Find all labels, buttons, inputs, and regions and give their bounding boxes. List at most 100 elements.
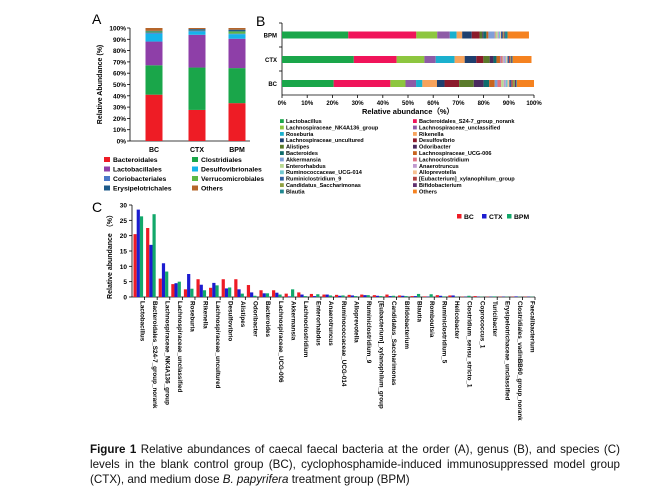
a-bar-segment: [145, 32, 163, 34]
b-legend-label: Lachnoclostridium: [419, 157, 469, 163]
b-legend-label: Blautia: [286, 189, 306, 195]
c-bar: [146, 228, 150, 297]
b-legend-swatch: [280, 189, 284, 194]
b-bar-segment: [494, 80, 498, 87]
a-bar-segment: [228, 28, 246, 30]
c-bar: [467, 295, 471, 297]
c-bar: [413, 296, 417, 297]
b-x-tick-label: 10%: [301, 101, 314, 107]
b-bar-segment: [456, 31, 463, 39]
c-bar: [385, 294, 389, 297]
c-bar: [152, 214, 156, 297]
a-legend-label: Lactobacillales: [113, 167, 162, 174]
b-bar-segment: [473, 80, 484, 87]
b-legend-label: Akkermansia: [286, 157, 322, 163]
c-bar: [416, 293, 421, 297]
c-bar: [375, 295, 380, 297]
b-legend-label: Lachnospiraceae_UCG-006: [419, 151, 491, 157]
c-x-tick-label: Faecalibacterium: [529, 301, 536, 353]
c-bar: [253, 295, 257, 297]
c-bar: [397, 295, 402, 297]
c-x-tick-label: Lachnoclostridium: [302, 301, 309, 358]
b-bar-segment: [459, 80, 474, 87]
b-bar-segment: [509, 80, 512, 87]
b-bar-segment: [493, 56, 497, 63]
b-bar-segment: [500, 56, 503, 63]
b-bar-segment: [333, 80, 391, 87]
c-bar: [221, 279, 225, 297]
c-bar: [309, 293, 314, 297]
b-bar-segment: [510, 56, 511, 63]
a-bar-segment: [145, 65, 163, 95]
b-legend-label: Bifidobacterium: [419, 183, 462, 189]
a-y-tick-label: 50%: [113, 82, 126, 89]
c-bar: [215, 285, 219, 297]
a-legend-swatch: [192, 185, 198, 191]
c-x-tick-label: Lachnospiraceae_UCG-006: [277, 301, 284, 383]
b-bar-segment: [464, 56, 477, 63]
c-x-tick-label: Ruminococcaceae_UCG-014: [340, 301, 347, 387]
b-legend-label: Candidatus_Saccharimonas: [286, 183, 361, 189]
c-legend-label: BC: [464, 214, 474, 221]
a-legend-label: Coriobacteriales: [113, 176, 166, 183]
b-legend-swatch: [413, 164, 417, 168]
panel-label-a: A: [92, 11, 102, 27]
b-bar-segment: [503, 80, 506, 87]
c-bar: [492, 296, 496, 297]
c-bar: [174, 283, 178, 297]
a-bar-segment: [145, 94, 163, 141]
c-bar: [297, 292, 301, 297]
b-x-tick-label: 30%: [352, 101, 365, 107]
b-legend-label: Others: [419, 189, 437, 195]
a-bar-segment: [145, 28, 163, 31]
b-legend-label: Ruminiclostridium_9: [286, 177, 341, 183]
b-bar-segment: [516, 80, 534, 87]
a-legend-label: Bacteroidales: [113, 157, 158, 164]
b-bar-segment: [444, 80, 460, 87]
c-bar: [265, 293, 270, 297]
a-bar-segment: [228, 68, 246, 104]
panel-label-b: B: [256, 13, 265, 29]
c-bar: [372, 295, 376, 297]
c-bar: [438, 295, 443, 297]
a-y-tick-label: 30%: [113, 105, 126, 112]
b-bar-segment: [462, 31, 472, 39]
a-y-tick-label: 100%: [109, 26, 126, 33]
b-bar-segment: [498, 31, 501, 39]
c-x-tick-label: Bacteroides: [264, 301, 271, 338]
c-bar: [158, 278, 162, 297]
c-bar: [190, 288, 194, 297]
a-x-tick-label: BPM: [229, 147, 245, 154]
b-legend-label: Lactobacillus: [286, 119, 322, 125]
b-bar-segment: [353, 56, 397, 63]
c-bar: [139, 216, 144, 297]
b-bar-segment: [505, 80, 508, 87]
c-bar: [183, 289, 188, 297]
a-y-tick-label: 0%: [117, 139, 127, 146]
b-legend-swatch: [413, 119, 417, 123]
c-x-tick-label: Alloprevotella: [352, 301, 359, 343]
c-bar: [423, 296, 427, 297]
c-bar: [363, 295, 367, 297]
a-bar-segment: [145, 41, 163, 66]
figure-caption: Figure 1 Relative abundances of caecal f…: [90, 442, 620, 487]
c-x-tick-label: Alistipes: [239, 301, 246, 328]
b-legend-swatch: [413, 144, 417, 149]
b-x-tick-label: 100%: [526, 101, 542, 107]
c-bar: [451, 295, 455, 297]
c-bar: [303, 296, 307, 297]
c-bar: [284, 293, 288, 297]
b-bar-segment: [512, 56, 532, 63]
c-bar: [338, 295, 342, 297]
c-y-tick-label: 5: [123, 279, 127, 286]
a-y-axis-title: Relative Abundance (%): [97, 45, 104, 124]
a-y-tick-label: 80%: [113, 48, 126, 55]
b-legend-label: Odoribacter: [419, 145, 452, 151]
a-y-tick-label: 70%: [113, 59, 126, 66]
c-x-tick-label: Lachnospiraceae_NK4A136_group: [163, 301, 170, 405]
a-legend-swatch: [104, 176, 110, 181]
c-bar: [401, 295, 405, 297]
a-bar-segment: [188, 31, 206, 35]
c-bar: [328, 295, 333, 297]
b-bar-segment: [454, 56, 465, 63]
